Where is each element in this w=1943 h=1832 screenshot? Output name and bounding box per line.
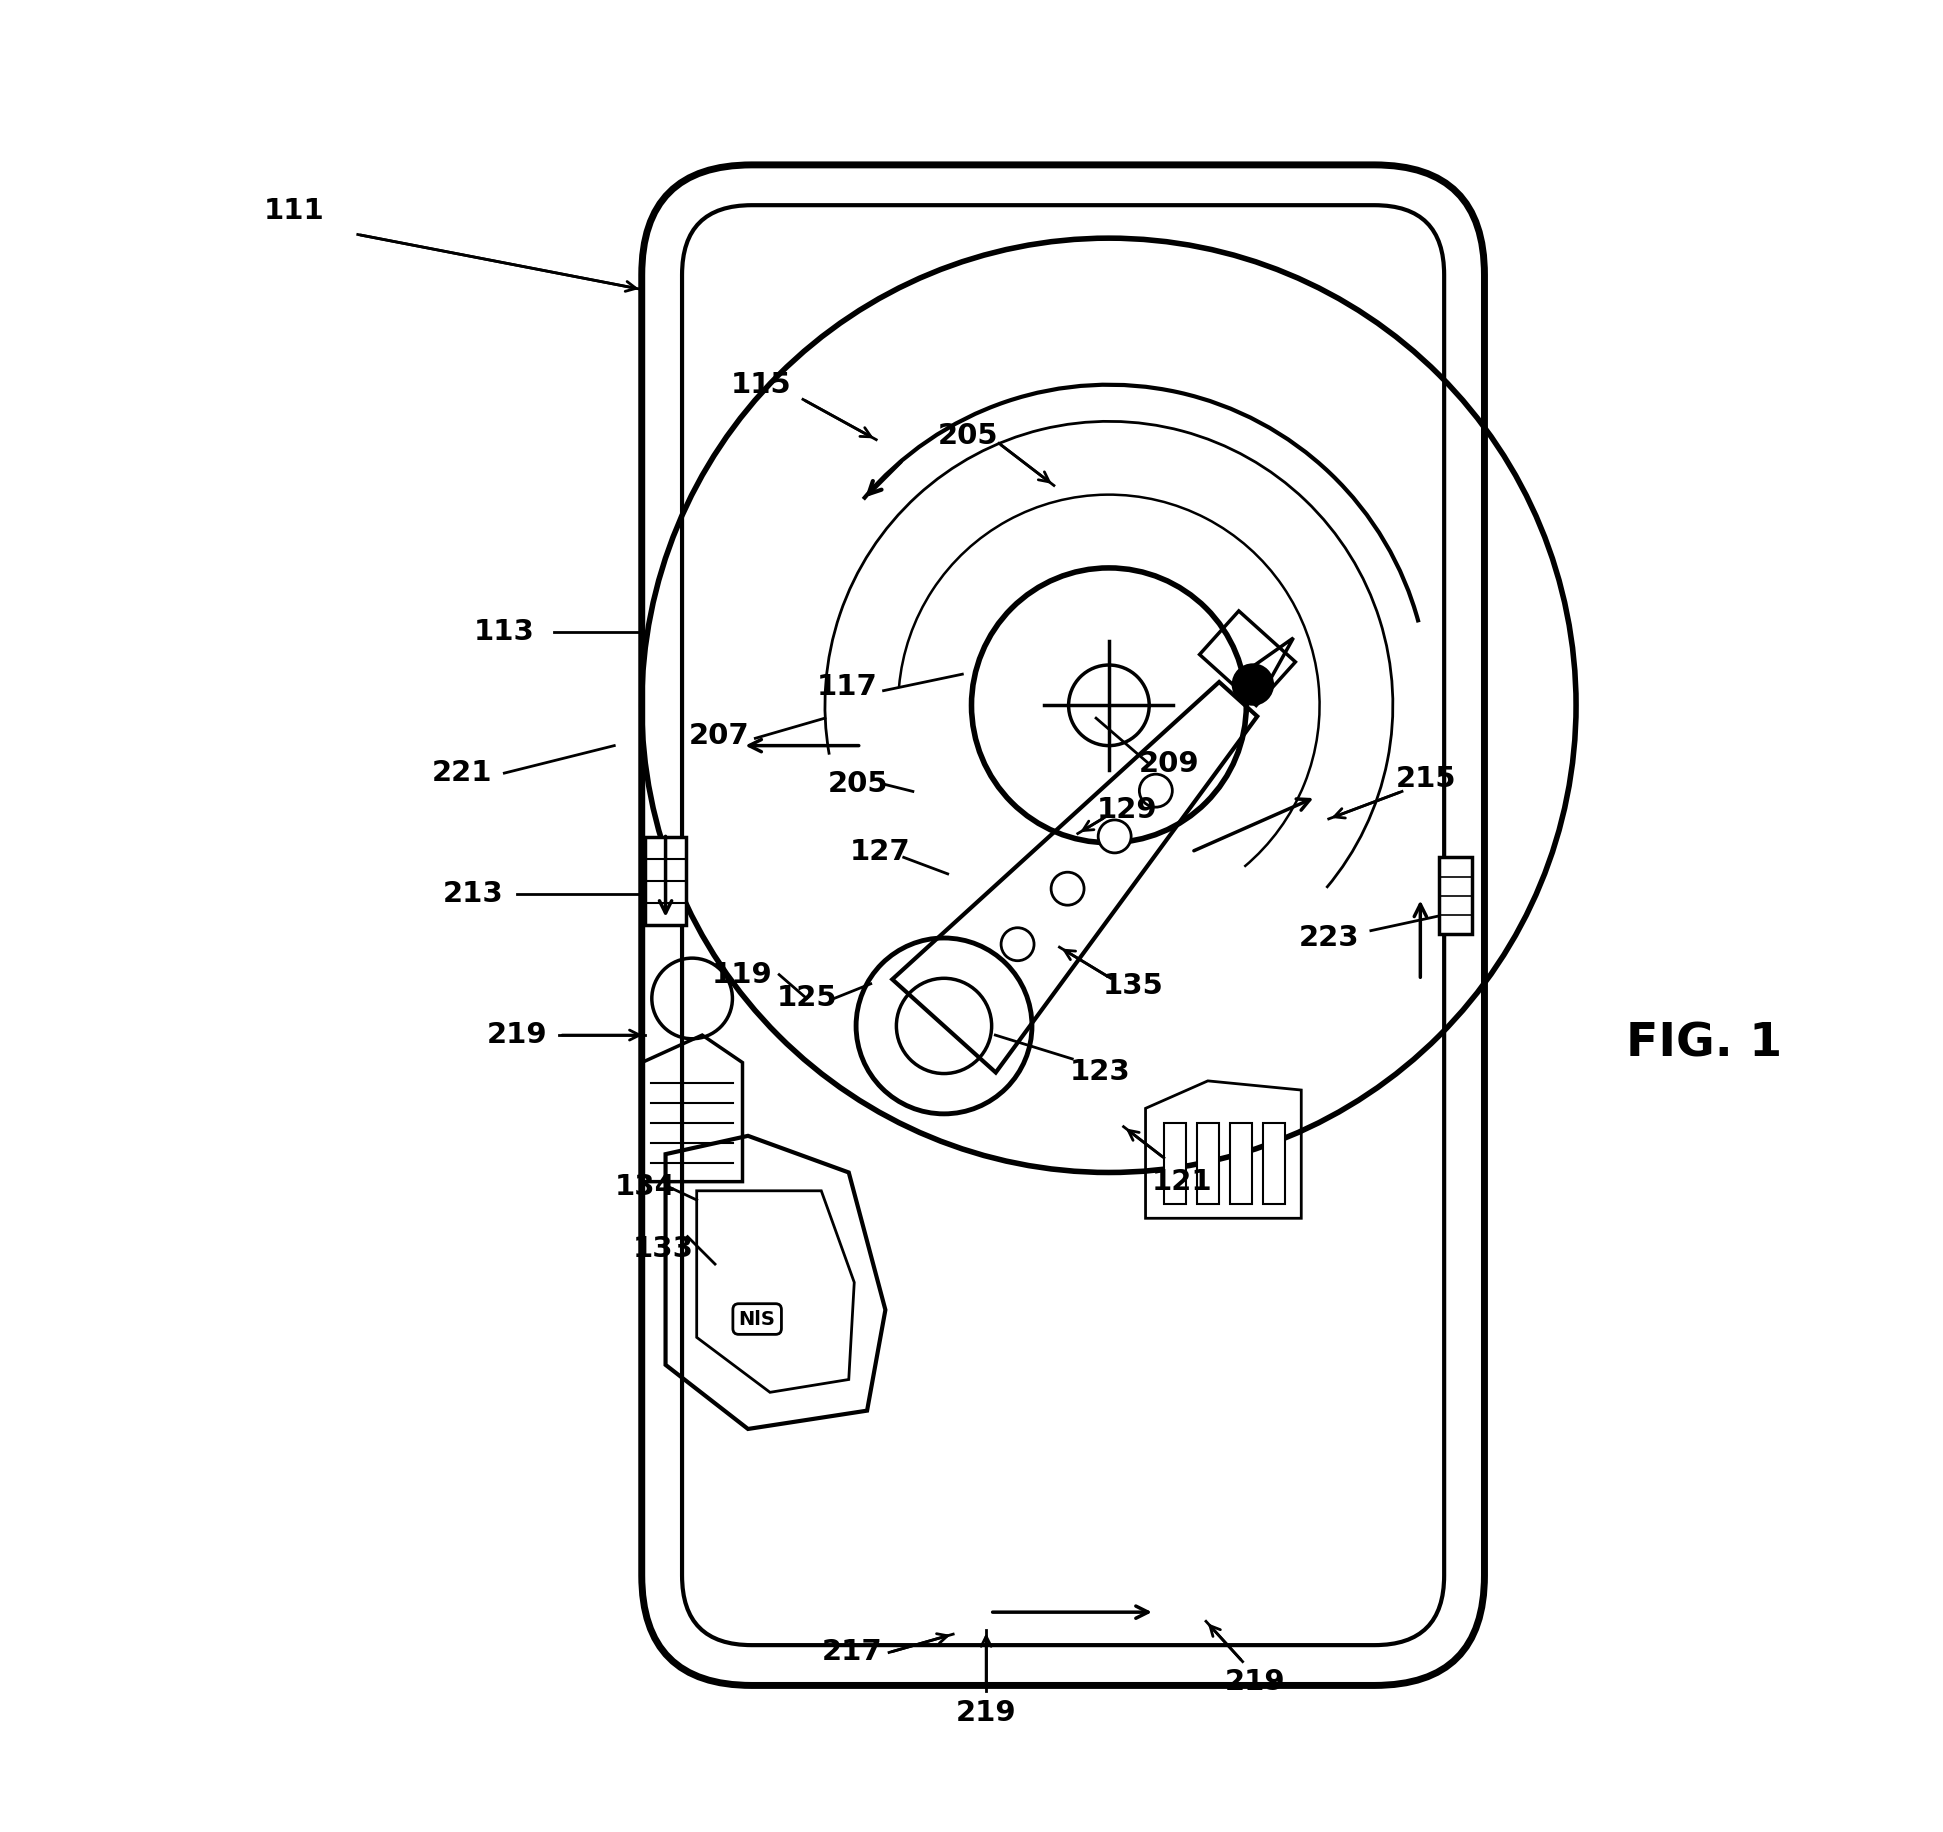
Text: 135: 135: [1102, 971, 1164, 1000]
Text: 209: 209: [1139, 749, 1199, 779]
Bar: [1164, 1123, 1185, 1204]
Text: 219: 219: [488, 1020, 548, 1050]
Text: 115: 115: [731, 370, 791, 399]
Text: 213: 213: [443, 879, 503, 909]
Text: 123: 123: [1069, 1057, 1131, 1086]
Text: NlS: NlS: [738, 1310, 775, 1328]
Text: 205: 205: [828, 769, 888, 799]
Text: 125: 125: [777, 984, 837, 1013]
Circle shape: [1001, 927, 1034, 960]
Text: FIG. 1: FIG. 1: [1626, 1022, 1782, 1066]
Text: 207: 207: [688, 722, 750, 751]
Circle shape: [1051, 872, 1084, 905]
Text: 219: 219: [1226, 1667, 1286, 1696]
Text: 113: 113: [474, 617, 534, 647]
Bar: [1438, 857, 1471, 934]
Text: 134: 134: [616, 1172, 676, 1202]
Text: 111: 111: [264, 196, 324, 225]
Bar: [1230, 1123, 1251, 1204]
Circle shape: [1139, 775, 1172, 808]
Text: 223: 223: [1298, 923, 1358, 953]
Circle shape: [1098, 821, 1131, 854]
Text: 129: 129: [1098, 795, 1158, 824]
Text: 217: 217: [822, 1638, 882, 1667]
Bar: [645, 837, 686, 925]
Text: 127: 127: [849, 837, 909, 867]
Circle shape: [1232, 665, 1273, 705]
Text: 205: 205: [938, 421, 999, 451]
Text: 119: 119: [713, 960, 773, 989]
Text: 215: 215: [1395, 764, 1455, 793]
Bar: [1263, 1123, 1284, 1204]
Bar: [1197, 1123, 1218, 1204]
Text: 117: 117: [816, 672, 878, 702]
Text: 219: 219: [956, 1698, 1016, 1728]
Text: 221: 221: [431, 758, 492, 788]
Text: 121: 121: [1152, 1167, 1212, 1196]
Text: 133: 133: [633, 1235, 694, 1264]
